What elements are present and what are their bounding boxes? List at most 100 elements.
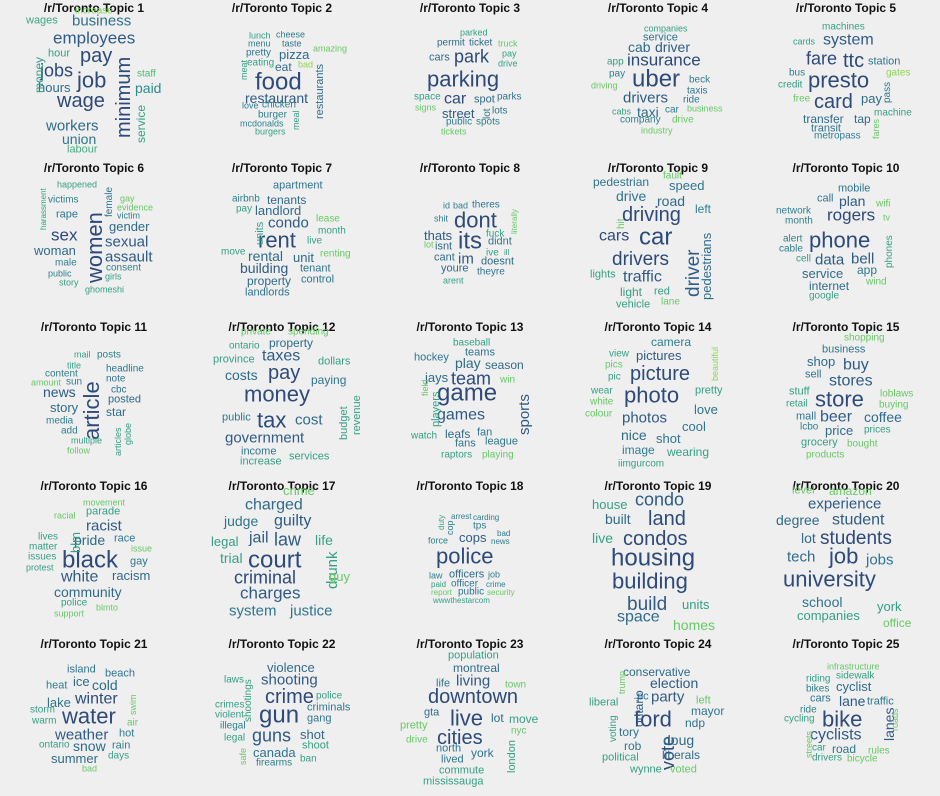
topic-title: /r/Toronto Topic 9	[607, 161, 709, 175]
cloud-word: tap	[854, 111, 871, 126]
cloud-word: cell	[796, 253, 812, 265]
cloud-word: traffic	[867, 695, 894, 708]
cloud-word: life	[436, 677, 451, 690]
cloud-word: increase	[240, 455, 282, 468]
cloud-word: menu	[248, 38, 271, 49]
cloud-word: ill	[504, 248, 510, 258]
cloud-word: sexual	[105, 233, 149, 251]
cloud-word: lot	[801, 530, 816, 547]
cloud-word: burgers	[255, 126, 286, 137]
cloud-word: uber	[632, 65, 681, 93]
topic-title: /r/Toronto Topic 19	[604, 479, 712, 493]
cloud-word: google	[809, 290, 840, 302]
cloud-word: gender	[109, 218, 150, 234]
cloud-word: wear	[591, 385, 613, 397]
cloud-word: view	[609, 348, 630, 360]
cloud-word: business	[822, 343, 866, 356]
cloud-word: charged	[245, 496, 303, 514]
cloud-word: race	[114, 532, 136, 545]
cloud-word: credit	[778, 79, 803, 91]
topic-title: /r/Toronto Topic 10	[792, 161, 900, 175]
cloud-word: follow	[67, 445, 91, 456]
cloud-word: live	[450, 705, 484, 731]
cloud-word: title	[67, 360, 82, 371]
cloud-word: car	[444, 90, 467, 108]
cloud-word: driving	[622, 204, 681, 226]
cloud-word: control	[301, 273, 335, 286]
cloud-word: ford	[634, 706, 672, 732]
cloud-word: drive	[616, 188, 647, 205]
cloud-word: cold	[92, 677, 118, 694]
cloud-word: pay	[268, 362, 301, 384]
cloud-word: public	[222, 411, 251, 424]
cloud-word: pic	[608, 371, 621, 383]
cloud-word: fare	[806, 48, 838, 69]
cloud-word: town	[505, 679, 527, 691]
cloud-word: stuff	[789, 385, 810, 398]
cloud-word: cyclists	[810, 726, 862, 744]
cloud-word: content	[45, 368, 78, 380]
cloud-word: teams	[465, 346, 495, 359]
cloud-word: doesnt	[481, 255, 515, 268]
cloud-word: york	[877, 598, 902, 614]
cloud-word: id	[443, 200, 451, 211]
cloud-word: cabs	[612, 106, 632, 117]
cloud-word: tenant	[300, 262, 331, 275]
cloud-word: park	[454, 46, 490, 67]
cloud-word: units	[254, 221, 266, 245]
cloud-word: liberal	[589, 696, 619, 709]
cloud-word: cbc	[111, 384, 127, 396]
cloud-word: car	[665, 104, 679, 116]
topic-title: /r/Toronto Topic 3	[419, 1, 521, 15]
cloud-word: court	[248, 546, 302, 574]
cloud-word: literally	[510, 209, 519, 234]
cloud-word: racism	[112, 567, 151, 583]
cloud-word: paying	[311, 372, 347, 387]
cloud-word: shot	[300, 726, 325, 742]
cloud-word: games	[437, 406, 486, 424]
cloud-word: alert	[783, 233, 803, 245]
cloud-word: star	[106, 404, 127, 419]
cloud-word: arent	[443, 275, 464, 286]
topic-title: /r/Toronto Topic 8	[419, 161, 521, 175]
cloud-word: field	[420, 379, 430, 396]
cloud-word: paid	[135, 80, 162, 97]
cloud-word: assault	[105, 248, 153, 266]
cloud-word: rogers	[827, 205, 876, 225]
cloud-word: ride	[683, 94, 700, 106]
cloud-word: wynne	[630, 763, 662, 776]
cloud-word: phone	[809, 227, 871, 253]
cloud-word: tax	[257, 407, 287, 433]
cloud-word: pretty	[400, 719, 428, 732]
cloud-word: lots	[492, 105, 508, 117]
cloud-word: win	[500, 374, 516, 386]
cloud-word: lived	[441, 753, 464, 766]
topic-panel: /r/Toronto Topic 4 uber insurance drivers dr…	[564, 0, 752, 159]
cloud-word: cars	[810, 692, 831, 705]
cloud-word: minimum	[113, 56, 135, 138]
cloud-word: insurance	[627, 50, 701, 70]
cloud-word: political	[602, 751, 639, 764]
topic-panel: /r/Toronto Topic 2 food restaurant pizza eat…	[188, 0, 376, 159]
cloud-word: cab	[628, 39, 651, 56]
cloud-word: ice	[73, 673, 90, 689]
cloud-word: victim	[117, 210, 140, 221]
cloud-word: taxis	[687, 85, 708, 97]
cloud-word: province	[213, 353, 255, 366]
cloud-word: wages	[26, 14, 58, 27]
cloud-word: play	[455, 355, 481, 372]
cloud-word: mayor	[691, 703, 725, 718]
cloud-word: jail	[249, 529, 269, 547]
cloud-word: tenants	[267, 192, 307, 207]
cloud-word: drivers	[612, 248, 670, 270]
cloud-word: condo	[268, 214, 309, 232]
topic-panel: /r/Toronto Topic 5 presto card ttc fare syste…	[752, 0, 940, 159]
cloud-word: building	[240, 260, 289, 277]
cloud-word: raptors	[441, 449, 473, 461]
cloud-word: crimes	[215, 699, 245, 711]
cloud-word: service	[643, 31, 678, 44]
cloud-word: restaurant	[245, 90, 309, 107]
cloud-word: cities	[437, 727, 483, 749]
cloud-word: beck	[689, 74, 711, 86]
cloud-word: parking	[427, 66, 500, 92]
